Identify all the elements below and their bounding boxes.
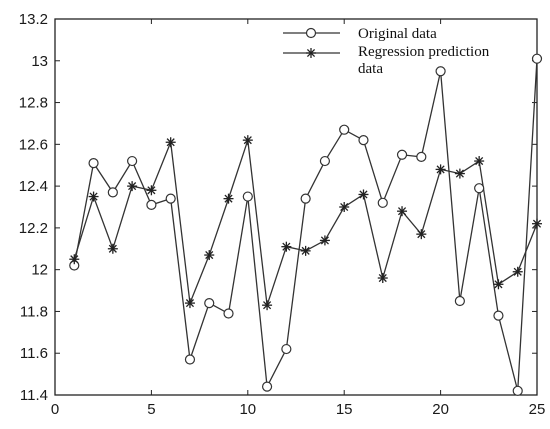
data-point-original <box>531 53 543 64</box>
data-point-regression <box>262 300 273 311</box>
data-point-regression <box>165 137 176 148</box>
axis-ticks: 0 5 10 15 20 25 11.4 11.6 11.8 12 12.2 12.4 12.6 12.8… <box>19 11 546 418</box>
data-point-regression <box>281 241 292 252</box>
data-point-original <box>300 193 311 204</box>
y-tick-label: 12.4 <box>19 178 48 195</box>
data-point-original <box>146 199 157 211</box>
legend-marker-asterisk <box>306 48 316 58</box>
legend: Original data Regression prediction data <box>283 26 493 77</box>
y-tick-label: 11.8 <box>20 303 48 320</box>
data-point-original <box>261 381 273 392</box>
legend-marker-circle <box>305 27 317 39</box>
series-line-original <box>73 58 538 391</box>
data-point-regression <box>107 243 118 254</box>
data-point-original <box>454 295 465 307</box>
y-tick-label: 12.2 <box>19 220 48 237</box>
data-point-regression <box>532 218 542 229</box>
data-point-regression <box>397 206 408 217</box>
data-point-regression <box>339 202 350 212</box>
data-point-regression <box>454 168 465 179</box>
y-tick-label: 11.6 <box>20 345 48 362</box>
y-tick-label: 12 <box>31 262 48 279</box>
data-point-original <box>512 385 523 396</box>
data-point-regression <box>474 156 485 167</box>
data-point-regression <box>69 254 80 265</box>
data-point-original <box>204 297 215 309</box>
data-point-regression <box>300 245 311 256</box>
y-tick-label: 12.8 <box>19 95 48 112</box>
data-point-original <box>435 66 446 77</box>
y-tick-label: 12.6 <box>19 136 48 153</box>
x-tick-label: 20 <box>432 401 449 418</box>
data-point-regression <box>146 185 157 196</box>
y-tick-label: 13 <box>31 53 48 70</box>
y-tick-label: 11.4 <box>20 387 48 404</box>
data-point-original <box>339 124 350 135</box>
data-point-original <box>493 310 504 321</box>
data-point-regression <box>493 279 504 290</box>
data-point-regression <box>242 135 253 146</box>
data-point-original <box>242 191 253 202</box>
data-point-regression <box>223 193 234 204</box>
data-point-original <box>107 187 118 198</box>
series-group <box>69 53 543 396</box>
data-point-original <box>396 149 408 160</box>
data-point-regression <box>204 250 215 261</box>
x-tick-label: 15 <box>336 401 353 418</box>
data-point-regression <box>435 164 446 175</box>
data-point-original <box>165 193 176 204</box>
legend-label-original: Original data <box>358 26 437 42</box>
data-point-original <box>474 183 485 194</box>
legend-label-regression: Regression prediction data <box>358 44 493 77</box>
series-line-regression <box>73 139 538 306</box>
data-point-original <box>127 155 138 167</box>
data-point-regression <box>416 229 427 240</box>
data-point-regression <box>88 191 99 202</box>
x-tick-label: 0 <box>51 401 59 418</box>
data-point-original <box>281 343 292 355</box>
data-point-original <box>223 308 234 319</box>
data-point-regression <box>358 189 369 200</box>
x-tick-label: 5 <box>147 401 155 418</box>
data-point-original <box>184 354 196 365</box>
data-point-original <box>377 197 388 208</box>
data-point-regression <box>377 273 388 284</box>
data-point-original <box>88 158 99 169</box>
data-point-original <box>358 135 369 146</box>
data-point-regression <box>319 235 330 246</box>
y-tick-label: 13.2 <box>19 11 48 28</box>
data-point-original <box>416 151 427 162</box>
plot-frame <box>54 18 538 396</box>
data-point-regression <box>512 266 523 277</box>
x-tick-label: 10 <box>239 401 256 418</box>
x-tick-label: 25 <box>529 401 546 418</box>
data-point-regression <box>184 298 195 309</box>
data-point-regression <box>127 181 138 192</box>
data-point-original <box>319 155 331 167</box>
